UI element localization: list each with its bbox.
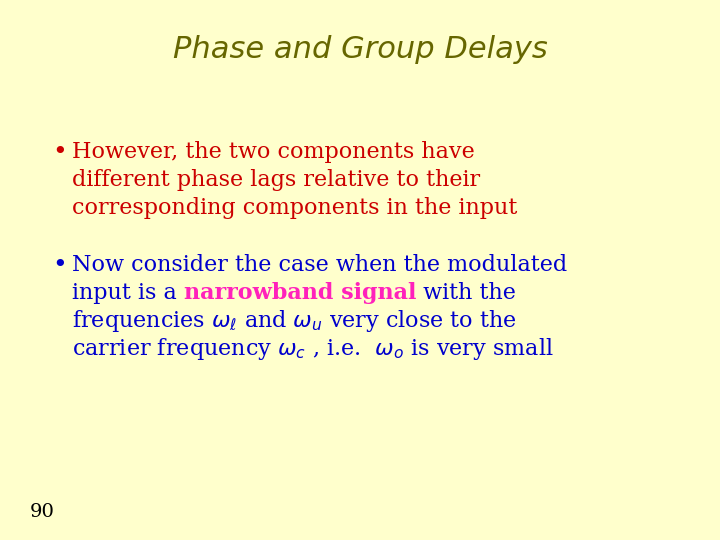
Text: •: •	[52, 140, 67, 164]
Text: Phase and Group Delays: Phase and Group Delays	[173, 36, 547, 64]
Text: 90: 90	[30, 503, 55, 521]
Text: However, the two components have: However, the two components have	[72, 141, 474, 163]
Text: different phase lags relative to their: different phase lags relative to their	[72, 169, 480, 191]
Text: corresponding components in the input: corresponding components in the input	[72, 197, 518, 219]
Text: frequencies $\omega_{\ell}$ and $\omega_{u}$ very close to the: frequencies $\omega_{\ell}$ and $\omega_…	[72, 308, 516, 334]
Text: •: •	[52, 253, 67, 277]
Text: input is a: input is a	[72, 282, 184, 304]
Text: with the: with the	[416, 282, 516, 304]
Text: narrowband signal: narrowband signal	[184, 282, 416, 304]
Text: Now consider the case when the modulated: Now consider the case when the modulated	[72, 254, 567, 276]
Text: carrier frequency $\omega_{c}$ , i.e.  $\omega_{o}$ is very small: carrier frequency $\omega_{c}$ , i.e. $\…	[72, 336, 554, 362]
